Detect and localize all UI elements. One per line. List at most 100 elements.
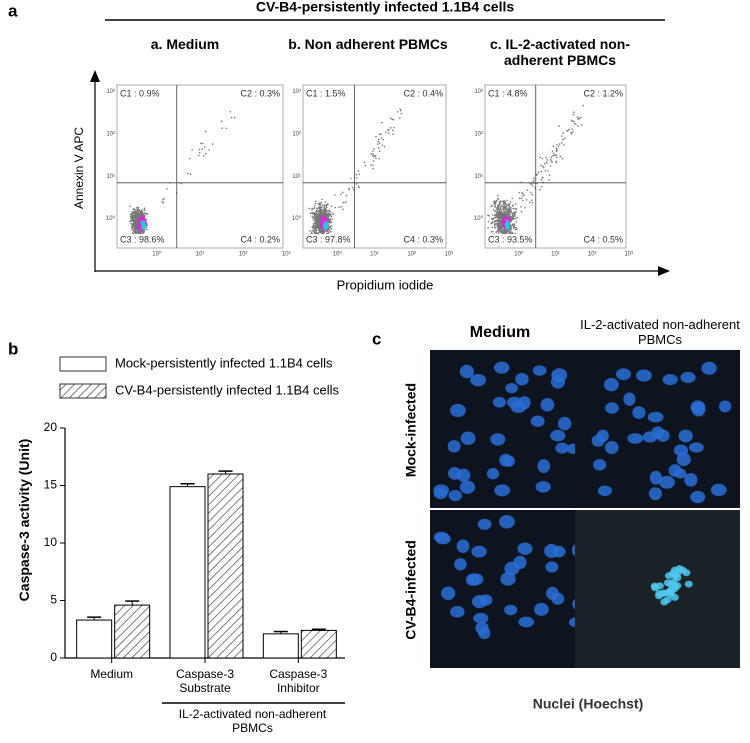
gate-label: C3 : 98.6% (120, 234, 165, 244)
event-dot (507, 220, 509, 222)
event-dot (500, 220, 502, 223)
event-dot (387, 132, 390, 134)
event-dot (334, 194, 336, 196)
legend-swatch (59, 383, 107, 399)
event-dot (330, 220, 332, 223)
event-dot (555, 156, 558, 159)
x-tick-label: Medium (90, 667, 133, 681)
error-bar (218, 470, 233, 474)
event-dot (500, 200, 503, 203)
event-dot (326, 219, 329, 222)
event-dot (330, 216, 333, 218)
nucleus (674, 468, 687, 479)
gate-label: C3 : 97.8% (306, 234, 351, 244)
event-dot (377, 138, 380, 141)
event-dot (502, 200, 505, 203)
event-dot (331, 218, 333, 221)
event-dot (201, 148, 204, 150)
event-dot (533, 179, 535, 182)
event-dot (494, 200, 496, 203)
event-dot (376, 143, 379, 145)
event-dot (316, 223, 319, 226)
event-dot (495, 213, 498, 216)
event-dot (201, 142, 204, 145)
nucleus (435, 533, 451, 545)
y-axis-label: Caspase-3 activity (Unit) (16, 438, 32, 602)
event-dot (576, 116, 579, 119)
micrograph (430, 350, 595, 508)
event-dot (505, 230, 507, 233)
event-dot (571, 128, 574, 130)
nucleus (490, 433, 506, 446)
gate-label-box (236, 88, 281, 100)
event-dot (399, 108, 401, 111)
event-dot (356, 183, 358, 185)
event-dot (503, 213, 505, 216)
event-dot (515, 208, 518, 210)
y-tick-label: 10⁰ (106, 215, 116, 222)
event-dot (315, 219, 318, 222)
event-dot (377, 147, 380, 149)
event-dot (500, 226, 503, 229)
x-tick-label: 10³ (445, 252, 454, 258)
event-dot (130, 213, 132, 216)
event-dot (342, 208, 344, 211)
event-dot (313, 215, 316, 218)
event-dot (555, 154, 558, 156)
gate-label-box (399, 88, 444, 100)
event-dot (326, 203, 329, 205)
event-dot (496, 205, 499, 208)
y-tick-label: 10¹ (292, 174, 301, 180)
event-dot (135, 228, 138, 230)
event-dot (571, 120, 573, 122)
event-dot (573, 120, 575, 123)
event-dot (162, 202, 165, 204)
nucleus (623, 392, 636, 406)
event-dot (163, 197, 165, 200)
nucleus (647, 411, 664, 423)
nucleus (669, 582, 678, 590)
nucleus (470, 373, 486, 387)
event-dot (487, 220, 490, 223)
nucleus (546, 586, 559, 600)
error-bar (311, 628, 326, 631)
event-dot (389, 126, 392, 129)
event-dot (326, 230, 328, 232)
event-dot (492, 218, 494, 221)
y-tick-label: 15 (44, 478, 58, 492)
event-dot (129, 215, 132, 218)
event-dot (494, 223, 496, 225)
event-dot (524, 206, 526, 209)
event-dot (547, 170, 549, 172)
event-dot (397, 111, 399, 113)
nucleus (478, 626, 491, 640)
event-dot (321, 206, 323, 208)
event-dot (311, 211, 314, 214)
nucleus (530, 415, 545, 427)
event-dot (491, 226, 494, 229)
micrograph-bg (430, 350, 595, 508)
error-bar (180, 483, 195, 487)
event-dot (220, 120, 223, 123)
event-dot (497, 217, 500, 219)
event-dot (498, 209, 501, 212)
event-dot (498, 230, 501, 233)
nucleus (500, 572, 516, 586)
nucleus (504, 604, 518, 616)
event-dot (509, 213, 512, 215)
event-dot (515, 226, 517, 229)
y-tick-label: 10⁰ (292, 215, 302, 222)
event-dot (134, 209, 137, 211)
event-dot (515, 228, 518, 230)
event-dot (318, 229, 321, 231)
event-dot (550, 156, 553, 158)
event-dot (572, 113, 575, 116)
event-dot (510, 208, 512, 211)
event-dot (513, 226, 516, 229)
event-dot (508, 207, 511, 210)
nucleus (550, 429, 566, 442)
event-dot (312, 225, 314, 227)
nucleus (596, 429, 609, 443)
nucleus (499, 453, 513, 467)
micrograph (575, 510, 740, 668)
